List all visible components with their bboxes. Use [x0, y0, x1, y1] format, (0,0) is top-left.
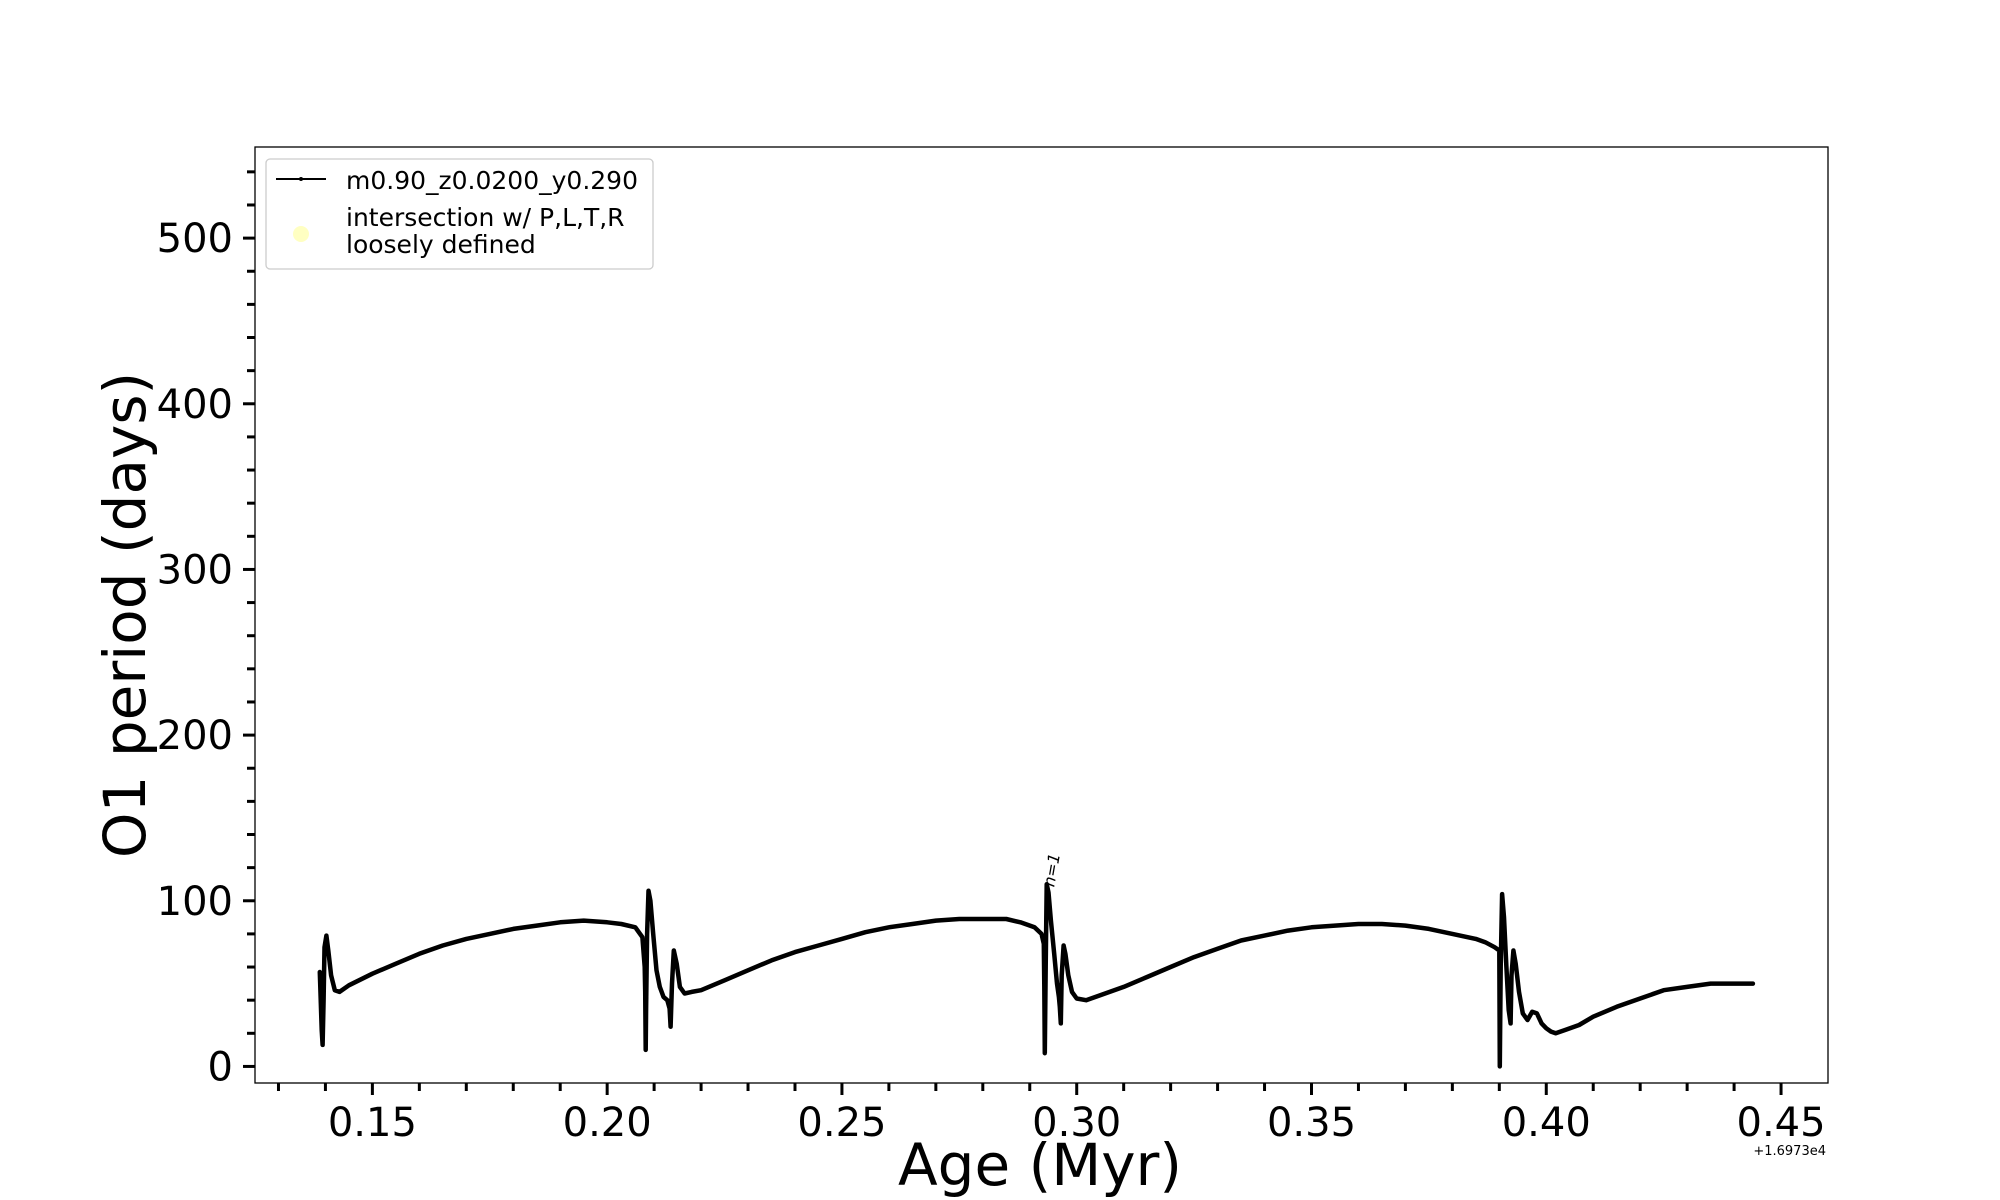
legend: m0.90_z0.0200_y0.290 intersection w/ P,L… — [265, 158, 654, 270]
y-tick-label: 0 — [208, 1044, 233, 1090]
y-axis-title: O1 period (days) — [91, 372, 159, 858]
legend-label-intersection-line2: loosely defined — [346, 230, 536, 259]
x-tick-label: 0.40 — [1502, 1100, 1591, 1146]
y-tick-label: 400 — [157, 382, 233, 428]
y-tick-label: 300 — [157, 547, 233, 593]
legend-label-series: m0.90_z0.0200_y0.290 — [346, 166, 638, 195]
legend-line-marker-dot — [299, 177, 303, 181]
x-offset-label: +1.6973e4 — [1753, 1144, 1826, 1159]
legend-intersection-marker — [293, 226, 309, 242]
plot-data-layer — [317, 881, 1756, 1069]
x-tick-label: 0.45 — [1737, 1100, 1826, 1146]
x-axis-title: Age (Myr) — [898, 1131, 1182, 1199]
x-tick-label: 0.30 — [1032, 1100, 1121, 1146]
x-tick-label: 0.15 — [328, 1100, 417, 1146]
axis-ticks: 0.15 0.20 0.25 0.30 0.35 0.40 0.45 0 100 200 300 40… — [157, 170, 1826, 1146]
x-tick-label: 0.35 — [1267, 1100, 1356, 1146]
plot-frame — [254, 146, 1829, 1084]
x-tick-label: 0.25 — [797, 1100, 886, 1146]
series-line — [317, 881, 1756, 1069]
legend-box — [265, 158, 654, 270]
y-tick-label: 100 — [157, 879, 233, 925]
x-tick-label: 0.20 — [563, 1100, 652, 1146]
legend-label-intersection-line1: intersection w/ P,L,T,R — [346, 203, 625, 232]
y-tick-label: 500 — [157, 216, 233, 262]
y-tick-label: 200 — [157, 713, 233, 759]
